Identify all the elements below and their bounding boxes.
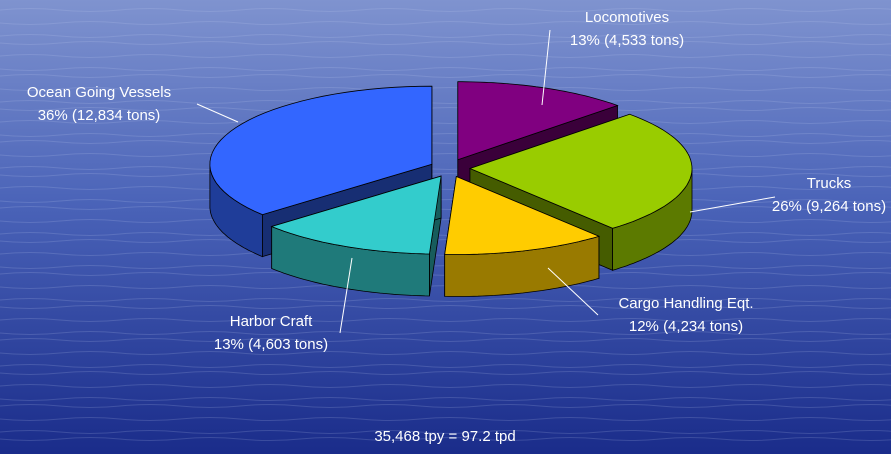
wave <box>0 430 891 434</box>
value-label: 12% (4,234 tons) <box>629 318 743 335</box>
wave <box>0 140 891 144</box>
slice <box>444 175 601 297</box>
wave <box>0 397 891 401</box>
slice-top <box>468 113 693 229</box>
leader-line <box>689 196 776 213</box>
slice-top <box>444 175 601 255</box>
wave <box>0 305 891 309</box>
wave <box>0 133 891 137</box>
wave <box>0 331 891 335</box>
wave <box>0 100 891 104</box>
slice <box>270 175 442 297</box>
value-label: 26% (9,264 tons) <box>772 198 886 215</box>
wave <box>0 34 891 38</box>
wave <box>0 404 891 408</box>
wave <box>0 417 891 421</box>
wave <box>0 318 891 322</box>
leader-line <box>541 29 551 106</box>
wave <box>0 364 891 368</box>
category-label: Ocean Going Vessels <box>27 84 171 101</box>
wave <box>0 298 891 302</box>
wave <box>0 41 891 45</box>
category-label: Harbor Craft <box>230 313 313 330</box>
slice-top <box>457 81 619 161</box>
wave <box>0 437 891 441</box>
wave <box>0 153 891 157</box>
wave <box>0 199 891 203</box>
wave <box>0 206 891 210</box>
value-label: 13% (4,603 tons) <box>214 336 328 353</box>
leader-line <box>196 103 239 123</box>
slice-top <box>270 175 442 255</box>
wave <box>0 186 891 190</box>
value-label: 13% (4,533 tons) <box>570 32 684 49</box>
category-label: Locomotives <box>585 9 669 26</box>
wave <box>0 173 891 177</box>
wave <box>0 8 891 12</box>
wave <box>0 67 891 71</box>
wave <box>0 371 891 375</box>
wave <box>0 21 891 25</box>
wave <box>0 54 891 58</box>
wave <box>0 107 891 111</box>
wave <box>0 166 891 170</box>
slice-top <box>209 85 433 216</box>
wave <box>0 351 891 355</box>
wave <box>0 338 891 342</box>
category-label: Cargo Handling Eqt. <box>618 295 753 312</box>
category-label: Trucks <box>807 175 851 192</box>
value-label: 36% (12,834 tons) <box>38 107 161 124</box>
wave <box>0 120 891 124</box>
leader-line <box>339 257 353 334</box>
leader-line <box>547 267 599 316</box>
footnote: 35,468 tpy = 97.2 tpd <box>374 428 515 445</box>
wave <box>0 74 891 78</box>
wave <box>0 87 891 91</box>
wave <box>0 384 891 388</box>
